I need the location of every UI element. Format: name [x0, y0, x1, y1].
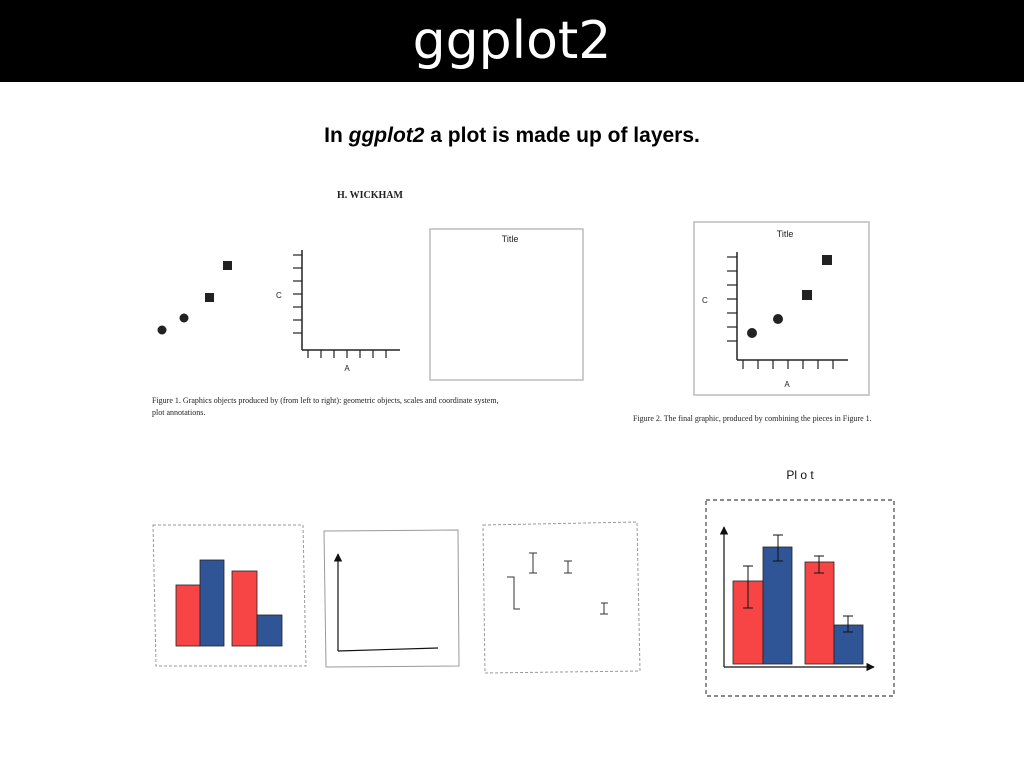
- bar-red: [175, 584, 201, 647]
- subtitle-post: a plot is made up of layers.: [424, 124, 700, 147]
- layer-frame: [482, 521, 641, 674]
- subtitle-emphasis: ggplot2: [348, 124, 425, 147]
- figure2-caption: Figure 2. The final graphic, produced by…: [633, 414, 872, 423]
- author-label: H. WICKHAM: [337, 190, 403, 201]
- combined-plot: [705, 499, 895, 697]
- geom-point: [179, 313, 189, 323]
- errorbar: [743, 565, 753, 609]
- final-graphic: Title C: [693, 221, 870, 396]
- geom-point: [157, 325, 167, 335]
- errorbar: [507, 576, 520, 610]
- errorbar: [600, 602, 608, 615]
- combined-plot-frame: [705, 499, 895, 697]
- bar-blue: [762, 546, 793, 665]
- layer-frame: [323, 529, 460, 668]
- errorbar: [773, 534, 783, 562]
- errorbar: [843, 615, 853, 633]
- annotation-title: Title: [502, 234, 519, 244]
- slide-header: ggplot2: [0, 0, 1024, 82]
- layer-axes: [323, 529, 460, 668]
- layers-diagram: Pl o t: [152, 468, 895, 697]
- errorbar: [564, 560, 572, 574]
- layer-bars: [152, 524, 307, 667]
- figure1-caption-continued: plot annotations.: [152, 408, 205, 417]
- final-point: [773, 314, 783, 324]
- slide-subtitle: In ggplot2 a plot is made up of layers.: [0, 124, 1024, 148]
- bar-blue: [256, 614, 283, 647]
- final-axis-label-a: A: [784, 380, 790, 389]
- errorbar: [814, 555, 824, 574]
- x-axis: [337, 647, 439, 652]
- paper-figure: H. WICKHAM C A Title Figur: [152, 190, 872, 423]
- geom-square: [223, 261, 232, 270]
- final-graphic-title: Title: [777, 229, 794, 239]
- errorbar: [529, 552, 537, 574]
- figure1-caption: Figure 1. Graphics objects produced by (…: [152, 396, 499, 405]
- final-square: [822, 255, 832, 265]
- final-axis-label-c: C: [702, 296, 708, 305]
- bar-blue: [199, 559, 225, 647]
- layer-errorbars: [482, 521, 641, 674]
- plot-label: Pl o t: [786, 468, 814, 482]
- bar-red: [804, 561, 835, 665]
- axis-label-c: C: [276, 291, 282, 300]
- slide-title: ggplot2: [412, 11, 612, 71]
- final-point: [747, 328, 757, 338]
- final-square: [802, 290, 812, 300]
- axis-label-a: A: [344, 364, 350, 373]
- bar-red: [231, 570, 258, 647]
- geom-objects: [157, 261, 232, 335]
- subtitle-pre: In: [324, 124, 349, 147]
- geom-square: [205, 293, 214, 302]
- scales-coordinates: [293, 250, 400, 358]
- annotation-panel: [429, 228, 584, 381]
- final-graphic-panel: [693, 221, 870, 396]
- layer-frame: [152, 524, 307, 667]
